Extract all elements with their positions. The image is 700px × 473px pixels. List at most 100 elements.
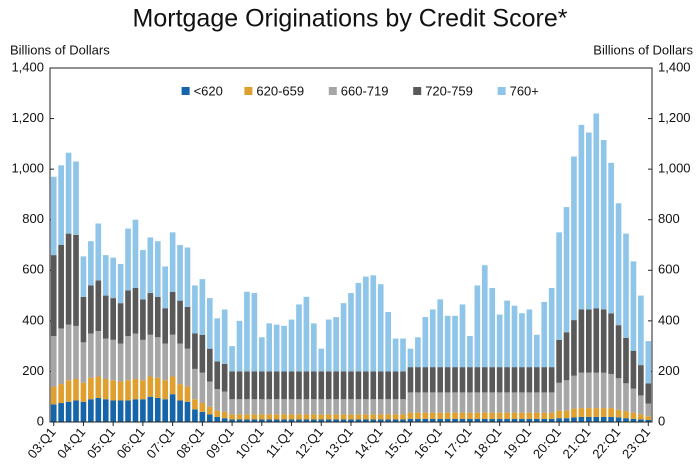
bar-segment bbox=[608, 416, 614, 422]
bar-segment bbox=[407, 392, 414, 413]
bar-segment bbox=[199, 403, 206, 412]
bar-segment bbox=[392, 338, 399, 372]
bar-segment bbox=[110, 400, 116, 422]
bar-segment bbox=[184, 348, 191, 387]
y-tick-label: 400 bbox=[22, 312, 44, 327]
legend-swatch bbox=[413, 87, 422, 95]
bar-segment bbox=[437, 299, 444, 368]
x-tick-label: 14:Q1 bbox=[351, 424, 385, 461]
bar-segment bbox=[541, 418, 548, 422]
bar-segment bbox=[251, 399, 258, 415]
bar-segment bbox=[311, 371, 317, 400]
bar-segment bbox=[578, 408, 585, 417]
bar-segment bbox=[229, 399, 235, 415]
bar-segment bbox=[73, 234, 79, 326]
bar-segment bbox=[132, 379, 139, 400]
bar-segment bbox=[504, 300, 510, 368]
bar-segment bbox=[169, 394, 176, 422]
bar-segment bbox=[400, 419, 406, 422]
bar-segment bbox=[73, 379, 79, 401]
bar-segment bbox=[169, 291, 176, 335]
bar-segment bbox=[638, 295, 644, 366]
bar-segment bbox=[117, 263, 124, 304]
bar-segment bbox=[608, 373, 614, 409]
bar-segment bbox=[296, 399, 302, 415]
bar-segment bbox=[415, 337, 421, 368]
bar-segment bbox=[95, 330, 102, 377]
bar-segment bbox=[214, 361, 221, 390]
bar-segment bbox=[311, 419, 317, 422]
bar-segment bbox=[147, 396, 154, 422]
bar-segment bbox=[459, 392, 466, 413]
bar-segment bbox=[586, 309, 592, 373]
bar-segment bbox=[370, 371, 377, 400]
bar-segment bbox=[333, 419, 339, 422]
x-tick-label: 18:Q1 bbox=[470, 424, 504, 461]
bar-segment bbox=[392, 399, 399, 415]
bar-segment bbox=[437, 392, 444, 413]
bar-segment bbox=[496, 314, 503, 368]
bar-segment bbox=[65, 324, 72, 381]
bar-segment bbox=[184, 401, 191, 422]
bar-segment bbox=[377, 371, 384, 400]
bar-segment bbox=[467, 412, 473, 419]
bar-segment bbox=[273, 419, 280, 422]
bar-segment bbox=[623, 383, 629, 412]
bar-segment bbox=[437, 412, 444, 419]
x-tick-label: 23:Q1 bbox=[619, 424, 653, 461]
bar-segment bbox=[548, 412, 555, 419]
bar-segment bbox=[586, 372, 592, 409]
bar-segment bbox=[504, 392, 510, 413]
bar-segment bbox=[541, 301, 548, 368]
bar-segment bbox=[162, 308, 169, 344]
bar-segment bbox=[571, 408, 577, 418]
x-tick-label: 05:Q1 bbox=[84, 424, 118, 461]
bar-segment bbox=[177, 300, 183, 344]
bar-segment bbox=[363, 419, 369, 422]
bar-segment bbox=[154, 296, 161, 338]
x-tick-label: 06:Q1 bbox=[114, 424, 148, 461]
bar-segment bbox=[221, 391, 228, 412]
bar-segment bbox=[638, 419, 644, 422]
bar-segment bbox=[623, 337, 629, 384]
legend-label: <620 bbox=[194, 83, 223, 98]
x-tick-label: 03:Q1 bbox=[24, 424, 58, 461]
bar-segment bbox=[600, 372, 607, 409]
bar-segment bbox=[400, 414, 406, 420]
bar-segment bbox=[221, 411, 228, 419]
legend-swatch bbox=[181, 87, 190, 95]
bar-segment bbox=[563, 380, 570, 411]
bar-segment bbox=[154, 337, 161, 378]
bar-segment bbox=[102, 399, 109, 422]
bar-segment bbox=[95, 280, 102, 331]
bar-segment bbox=[311, 399, 317, 415]
bar-segment bbox=[273, 414, 280, 420]
bar-segment bbox=[548, 418, 555, 422]
y2-tick-label: 0 bbox=[658, 413, 665, 428]
bar-segment bbox=[363, 276, 369, 372]
y-tick-label: 800 bbox=[22, 211, 44, 226]
bar-segment bbox=[496, 418, 503, 422]
bar-segment bbox=[132, 219, 139, 288]
bar-segment bbox=[481, 367, 488, 393]
bar-segment bbox=[459, 367, 466, 393]
bar-segment bbox=[489, 367, 496, 393]
bar-segment bbox=[288, 419, 295, 422]
bar-segment bbox=[385, 414, 391, 420]
bar-segment bbox=[169, 376, 176, 395]
bar-segment bbox=[296, 371, 302, 400]
bar-segment bbox=[281, 419, 287, 422]
bar-segment bbox=[504, 412, 510, 419]
bar-segment bbox=[318, 348, 325, 372]
bar-segment bbox=[385, 371, 391, 400]
bar-segment bbox=[311, 323, 317, 372]
bar-segment bbox=[638, 365, 644, 396]
bar-segment bbox=[593, 113, 600, 309]
bar-segment bbox=[377, 284, 384, 372]
bar-segment bbox=[363, 399, 369, 415]
bar-segment bbox=[563, 332, 570, 381]
bar-segment bbox=[50, 336, 57, 387]
bar-segment bbox=[645, 419, 652, 422]
bar-segment bbox=[177, 384, 183, 401]
bar-segment bbox=[65, 233, 72, 325]
